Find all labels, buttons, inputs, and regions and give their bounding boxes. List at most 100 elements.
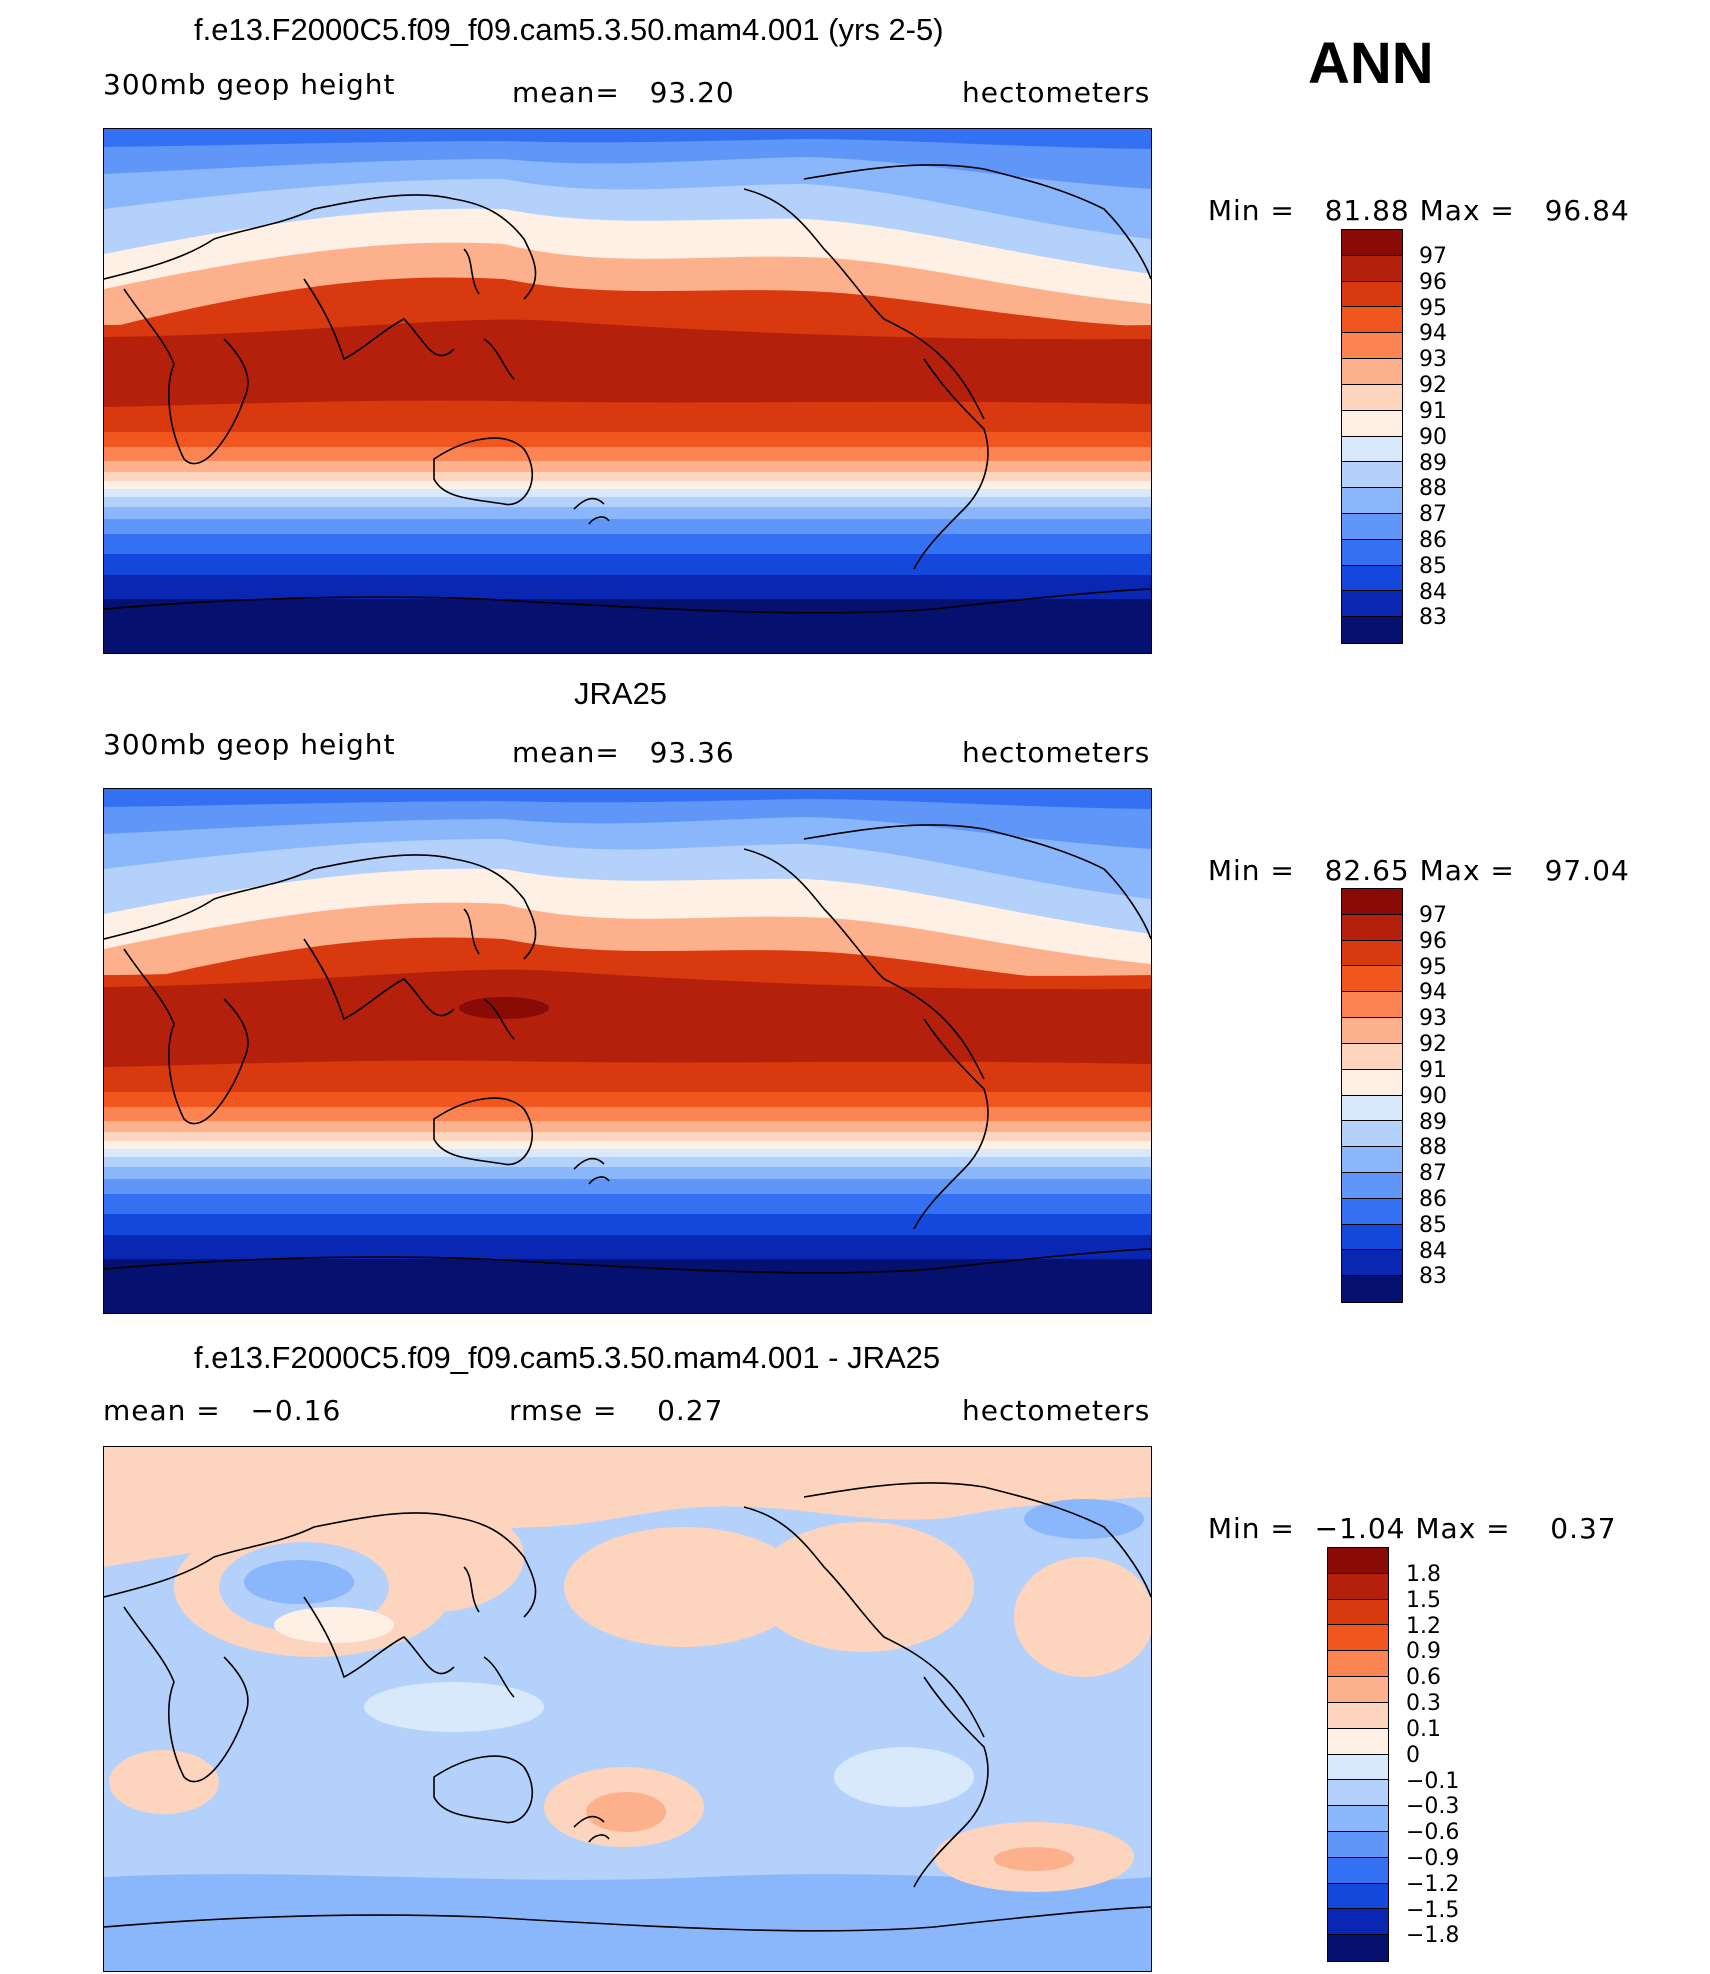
colorbar-tick-label: 0.3	[1406, 1691, 1441, 1717]
panel-1-minmax: Min = 81.88 Max = 96.84	[1188, 161, 1630, 227]
panel-2-units: hectometers	[962, 736, 1151, 769]
colorbar-tick-label: 90	[1419, 1083, 1447, 1109]
colorbar-tick-label: −1.2	[1406, 1871, 1460, 1897]
colorbar-tick-label: 1.5	[1406, 1587, 1441, 1613]
colorbar-segment	[1342, 255, 1402, 282]
colorbar-segment	[1342, 940, 1402, 967]
colorbar-tick-label: 90	[1419, 424, 1447, 450]
colorbar-tick-label: 96	[1419, 928, 1447, 954]
panel-1-variable: 300mb geop height	[103, 68, 396, 101]
colorbar-segment	[1328, 1806, 1388, 1832]
colorbar-segment	[1342, 488, 1402, 514]
colorbar-tick-label: 87	[1419, 502, 1447, 528]
colorbar-segment	[1342, 230, 1402, 256]
colorbar-segment	[1342, 359, 1402, 385]
colorbar-tick-label: 96	[1419, 269, 1447, 295]
colorbar-tick-label: 97	[1419, 903, 1447, 928]
colorbar-segment	[1342, 410, 1402, 437]
colorbar-segment	[1342, 281, 1402, 308]
panel-3-max-label: Max =	[1415, 1512, 1511, 1545]
colorbar-segment	[1342, 992, 1402, 1019]
colorbar-segment	[1342, 1172, 1402, 1199]
colorbar-tick-label: 84	[1419, 1238, 1447, 1264]
colorbar-tick-label: 89	[1419, 450, 1447, 476]
panel-2-map	[103, 788, 1152, 1314]
colorbar-segment	[1342, 591, 1402, 618]
colorbar-tick-label: 89	[1419, 1109, 1447, 1135]
colorbar-tick-label: 92	[1419, 373, 1447, 399]
colorbar-segment	[1342, 462, 1402, 489]
panel-2-min-label: Min =	[1207, 854, 1295, 887]
colorbar-segment	[1328, 1935, 1388, 1961]
colorbar-tick-label: 97	[1419, 244, 1447, 269]
colorbar-segment	[1328, 1909, 1388, 1936]
colorbar-segment	[1342, 384, 1402, 411]
colorbar-3	[1327, 1547, 1389, 1962]
colorbar-segment	[1342, 333, 1402, 360]
colorbar-tick-label: 1.2	[1406, 1613, 1441, 1639]
colorbar-segment	[1342, 1250, 1402, 1277]
colorbar-segment	[1342, 966, 1402, 993]
season-label: ANN	[1308, 31, 1434, 96]
colorbar-segment	[1342, 513, 1402, 540]
panel-3-mean: mean = −0.16	[103, 1394, 342, 1427]
colorbar-tick-label: −0.3	[1406, 1794, 1460, 1820]
colorbar-tick-label: 86	[1419, 1186, 1447, 1212]
colorbar-segment	[1342, 436, 1402, 463]
colorbar-tick-label: −0.9	[1406, 1845, 1460, 1871]
panel-1-max-label: Max =	[1419, 194, 1515, 227]
colorbar-segment	[1328, 1883, 1388, 1910]
colorbar-segment	[1328, 1831, 1388, 1858]
colorbar-segment	[1342, 539, 1402, 566]
colorbar-tick-label: 86	[1419, 527, 1447, 553]
panel-1-map	[103, 128, 1152, 654]
panel-1-max-value: 96.84	[1544, 194, 1630, 227]
panel-2-variable: 300mb geop height	[103, 728, 396, 761]
colorbar-tick-label: −0.1	[1406, 1768, 1460, 1794]
panel-2-min-value: 82.65	[1324, 854, 1410, 887]
colorbar-tick-label: 93	[1419, 347, 1447, 373]
colorbar-tick-label: 92	[1419, 1032, 1447, 1058]
colorbar-tick-label: 95	[1419, 954, 1447, 980]
panel-3-minmax: Min = −1.04 Max = 0.37	[1188, 1479, 1617, 1545]
colorbar-segment	[1342, 914, 1402, 941]
panel-1-mean: mean= 93.20	[512, 76, 735, 109]
panel-1-min-label: Min =	[1207, 194, 1295, 227]
colorbar-segment	[1328, 1651, 1388, 1678]
colorbar-tick-label: 91	[1419, 398, 1447, 424]
colorbar-segment	[1328, 1754, 1388, 1781]
colorbar-segment	[1342, 1276, 1402, 1302]
colorbar-segment	[1328, 1677, 1388, 1703]
panel-1-title: f.e13.F2000C5.f09_f09.cam5.3.50.mam4.001…	[194, 12, 944, 47]
colorbar-1	[1341, 229, 1403, 644]
colorbar-segment	[1342, 1095, 1402, 1122]
panel-3-rmse: rmse = 0.27	[509, 1394, 724, 1427]
colorbar-segment	[1342, 1121, 1402, 1148]
colorbar-tick-label: 85	[1419, 553, 1447, 579]
panel-2-title: JRA25	[574, 676, 668, 711]
colorbar-segment	[1342, 1043, 1402, 1070]
colorbar-segment	[1342, 1198, 1402, 1225]
colorbar-tick-label: 1.8	[1406, 1562, 1441, 1587]
colorbar-tick-label: 91	[1419, 1057, 1447, 1083]
panel-3-units: hectometers	[962, 1394, 1151, 1427]
colorbar-tick-label: 0	[1406, 1742, 1420, 1768]
colorbar-segment	[1328, 1780, 1388, 1807]
colorbar-segment	[1342, 1069, 1402, 1096]
colorbar-tick-label: 0.1	[1406, 1716, 1441, 1742]
colorbar-tick-label: 85	[1419, 1212, 1447, 1238]
colorbar-tick-label: 95	[1419, 295, 1447, 321]
panel-2-mean: mean= 93.36	[512, 736, 735, 769]
panel-3-max-value: 0.37	[1550, 1512, 1617, 1545]
colorbar-segment	[1328, 1728, 1388, 1755]
colorbar-tick-label: 88	[1419, 1135, 1447, 1161]
colorbar-tick-label: 83	[1419, 1264, 1447, 1290]
panel-3-title: f.e13.F2000C5.f09_f09.cam5.3.50.mam4.001…	[194, 1340, 941, 1375]
colorbar-segment	[1342, 565, 1402, 592]
colorbar-segment	[1328, 1599, 1388, 1626]
colorbar-segment	[1342, 307, 1402, 334]
colorbar-tick-label: −1.8	[1406, 1923, 1460, 1949]
panel-2-minmax: Min = 82.65 Max = 97.04	[1188, 821, 1630, 887]
panel-3-min-value: −1.04	[1314, 1512, 1406, 1545]
panel-1-min-value: 81.88	[1324, 194, 1410, 227]
